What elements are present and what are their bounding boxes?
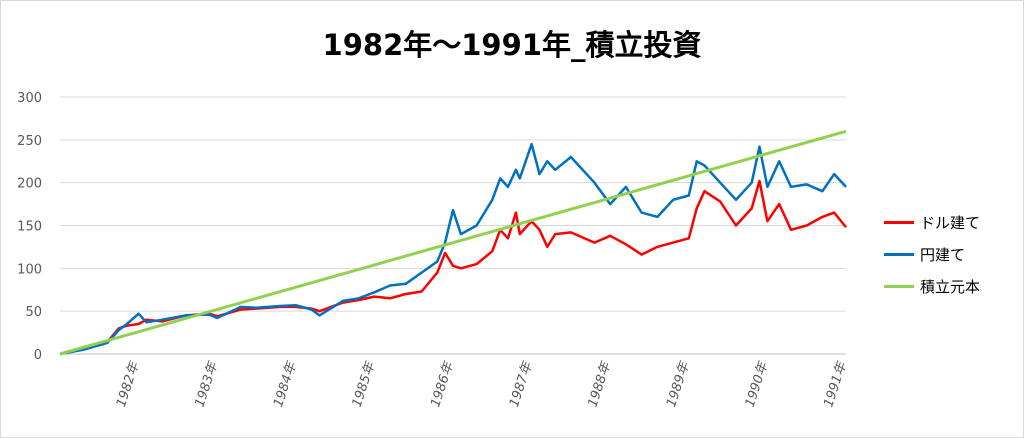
x-tick-label-1989: 1989年 — [664, 359, 693, 409]
x-tick-label-1990: 1990年 — [743, 359, 772, 409]
chart-title: 1982年～1991年_積立投資 — [322, 28, 702, 62]
x-tick-label-1982: 1982年 — [114, 359, 143, 409]
x-tick-label-1988: 1988年 — [585, 359, 614, 409]
legend-swatch-principal — [884, 284, 914, 288]
chart-legend: ドル建て 円建て 積立元本 — [884, 206, 1019, 302]
series-line-yen — [59, 142, 847, 356]
legend-swatch-dollar — [884, 220, 914, 224]
x-tick-label-1986: 1986年 — [428, 359, 457, 409]
y-tick-label-100: 100 — [17, 262, 42, 277]
legend-label-dollar: ドル建て — [920, 213, 981, 232]
legend-item-principal: 積立元本 — [884, 270, 1019, 302]
y-tick-label-200: 200 — [17, 177, 42, 192]
legend-item-dollar: ドル建て — [884, 206, 1019, 238]
y-tick-label-300: 300 — [17, 91, 42, 106]
x-tick-label-1984: 1984年 — [271, 359, 300, 409]
y-tick-label-0: 0 — [34, 348, 42, 363]
x-tick-label-1985: 1985年 — [350, 359, 379, 409]
legend-swatch-yen — [884, 252, 914, 256]
y-tick-label-250: 250 — [17, 134, 42, 149]
legend-item-yen: 円建て — [884, 238, 1019, 270]
series-line-dollar — [59, 179, 847, 356]
series-line-principal — [59, 129, 847, 356]
y-tick-label-50: 50 — [25, 305, 42, 320]
legend-label-principal: 積立元本 — [920, 277, 981, 296]
y-tick-label-150: 150 — [17, 220, 42, 235]
legend-label-yen: 円建て — [920, 245, 966, 264]
x-tick-label-1987: 1987年 — [507, 359, 536, 409]
x-tick-label-1991: 1991年 — [821, 359, 850, 409]
x-tick-label-1983: 1983年 — [192, 359, 221, 409]
